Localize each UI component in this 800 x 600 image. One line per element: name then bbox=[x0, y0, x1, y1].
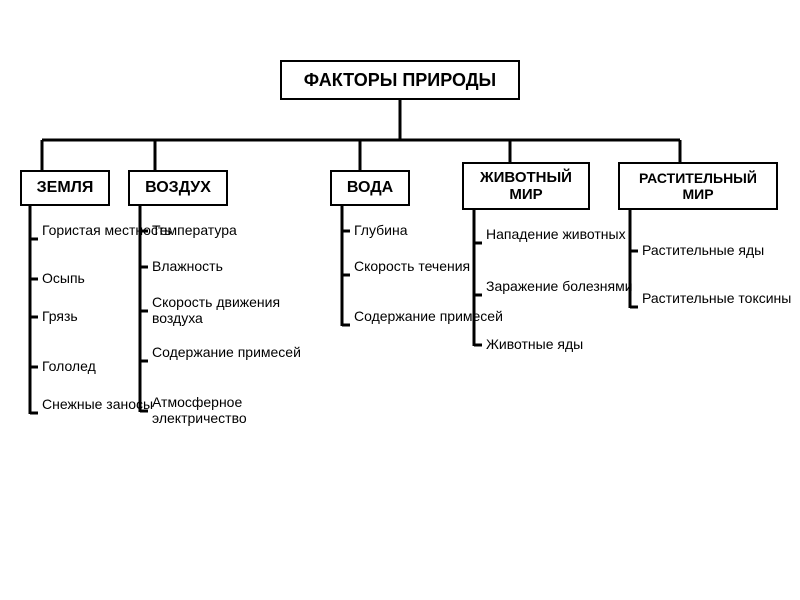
list-item-text: Грязь bbox=[42, 308, 78, 324]
category-label: ЖИВОТНЫЙ МИР bbox=[470, 169, 582, 203]
list-item: Скорость движения воздуха bbox=[152, 294, 302, 326]
list-item: Атмосферное электричество bbox=[152, 394, 302, 426]
list-item: Заражение болезнями bbox=[486, 278, 633, 294]
list-item-text: Заражение болезнями bbox=[486, 278, 633, 294]
list-item-text: Глубина bbox=[354, 222, 407, 238]
list-item-text: Скорость движения воздуха bbox=[152, 294, 280, 326]
category-box-air: ВОЗДУХ bbox=[128, 170, 228, 206]
list-item: Глубина bbox=[354, 222, 407, 238]
category-label: РАСТИТЕЛЬНЫЙ МИР bbox=[626, 170, 770, 202]
category-box-water: ВОДА bbox=[330, 170, 410, 206]
list-item-text: Скорость течения bbox=[354, 258, 470, 274]
list-item: Нападение животных bbox=[486, 226, 626, 242]
category-label: ВОДА bbox=[347, 179, 393, 197]
list-item: Животные яды bbox=[486, 336, 583, 352]
list-item-text: Гололед bbox=[42, 358, 96, 374]
list-item-text: Температура bbox=[152, 222, 237, 238]
list-item-text: Растительные токсины bbox=[642, 290, 791, 306]
list-item: Влажность bbox=[152, 258, 223, 274]
list-item: Скорость течения bbox=[354, 258, 470, 274]
list-item: Содержание примесей bbox=[152, 344, 301, 360]
list-item: Содержание примесей bbox=[354, 308, 503, 324]
category-box-fauna: ЖИВОТНЫЙ МИР bbox=[462, 162, 590, 210]
category-box-flora: РАСТИТЕЛЬНЫЙ МИР bbox=[618, 162, 778, 210]
list-item: Растительные яды bbox=[642, 242, 764, 258]
category-label: ВОЗДУХ bbox=[145, 179, 211, 197]
list-item-text: Содержание примесей bbox=[354, 308, 503, 324]
root-label: ФАКТОРЫ ПРИРОДЫ bbox=[304, 70, 496, 91]
list-item: Осыпь bbox=[42, 270, 85, 286]
list-item: Снежные заносы bbox=[42, 396, 153, 412]
list-item-text: Атмосферное электричество bbox=[152, 394, 247, 426]
category-label: ЗЕМЛЯ bbox=[37, 179, 94, 197]
list-item: Температура bbox=[152, 222, 237, 238]
list-item: Грязь bbox=[42, 308, 78, 324]
list-item-text: Нападение животных bbox=[486, 226, 626, 242]
list-item-text: Осыпь bbox=[42, 270, 85, 286]
list-item-text: Содержание примесей bbox=[152, 344, 301, 360]
list-item-text: Растительные яды bbox=[642, 242, 764, 258]
list-item-text: Снежные заносы bbox=[42, 396, 153, 412]
category-box-earth: ЗЕМЛЯ bbox=[20, 170, 110, 206]
root-node: ФАКТОРЫ ПРИРОДЫ bbox=[280, 60, 520, 100]
list-item-text: Животные яды bbox=[486, 336, 583, 352]
list-item: Гололед bbox=[42, 358, 96, 374]
list-item: Растительные токсины bbox=[642, 290, 791, 306]
list-item-text: Влажность bbox=[152, 258, 223, 274]
